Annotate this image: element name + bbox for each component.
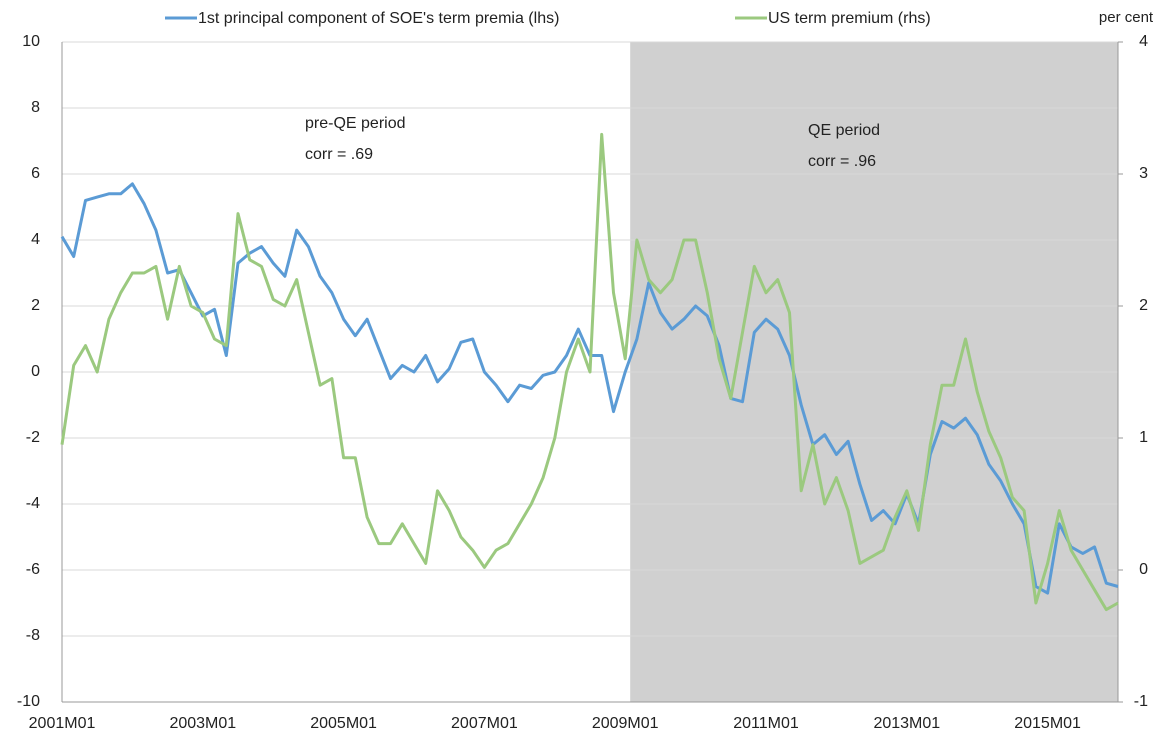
annotation: pre-QE period: [305, 115, 406, 132]
y2-tick-label: -1: [1134, 693, 1148, 710]
y2-tick-label: 4: [1139, 33, 1148, 50]
y2-tick-label: 1: [1139, 429, 1148, 446]
y2-axis-label: per cent: [1099, 9, 1154, 26]
annotation: corr = .69: [305, 146, 373, 163]
y-tick-label: -4: [26, 495, 40, 512]
y-tick-label: -8: [26, 627, 40, 644]
x-tick-label: 2013M01: [873, 715, 940, 732]
x-tick-label: 2001M01: [29, 715, 96, 732]
x-tick-label: 2007M01: [451, 715, 518, 732]
y-tick-label: 10: [22, 33, 40, 50]
y-tick-label: 0: [31, 363, 40, 380]
y-tick-label: -10: [17, 693, 40, 710]
y-tick-label: -6: [26, 561, 40, 578]
x-tick-label: 2015M01: [1014, 715, 1081, 732]
y2-tick-label: 3: [1139, 165, 1148, 182]
x-tick-label: 2011M01: [733, 715, 799, 732]
annotation: QE period: [808, 122, 880, 139]
legend-label: US term premium (rhs): [768, 10, 931, 27]
legend-label: 1st principal component of SOE's term pr…: [198, 10, 559, 27]
x-tick-label: 2005M01: [310, 715, 377, 732]
y-tick-label: 2: [31, 297, 40, 314]
x-tick-label: 2003M01: [169, 715, 236, 732]
y-tick-label: 8: [31, 99, 40, 116]
y-tick-label: 6: [31, 165, 40, 182]
y-tick-label: -2: [26, 429, 40, 446]
x-tick-label: 2009M01: [592, 715, 659, 732]
y2-tick-label: 0: [1139, 561, 1148, 578]
y2-tick-label: 2: [1139, 297, 1148, 314]
annotation: corr = .96: [808, 153, 876, 170]
y-tick-label: 4: [31, 231, 40, 248]
data-line: [60, 132, 1119, 612]
